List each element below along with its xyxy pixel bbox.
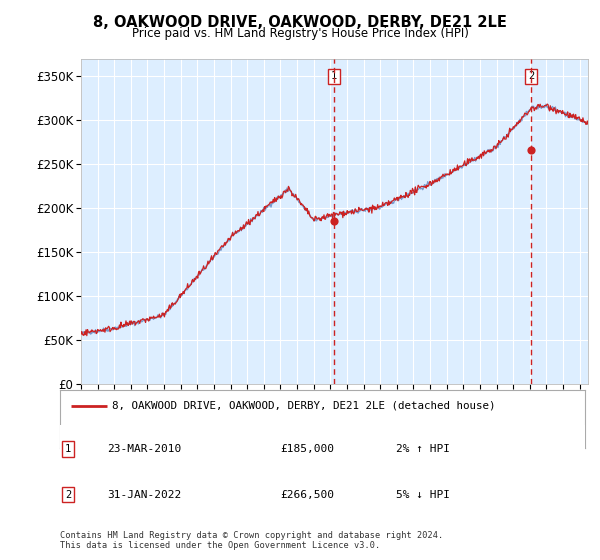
Point	[329, 217, 339, 226]
Text: £266,500: £266,500	[281, 490, 335, 500]
Text: 8, OAKWOOD DRIVE, OAKWOOD, DERBY, DE21 2LE: 8, OAKWOOD DRIVE, OAKWOOD, DERBY, DE21 2…	[93, 15, 507, 30]
Text: 31-JAN-2022: 31-JAN-2022	[107, 490, 182, 500]
Text: 2% ↑ HPI: 2% ↑ HPI	[396, 444, 450, 454]
Text: Price paid vs. HM Land Registry's House Price Index (HPI): Price paid vs. HM Land Registry's House …	[131, 27, 469, 40]
Text: Contains HM Land Registry data © Crown copyright and database right 2024.
This d: Contains HM Land Registry data © Crown c…	[60, 530, 443, 550]
Text: £185,000: £185,000	[281, 444, 335, 454]
Text: 2: 2	[528, 71, 534, 81]
Text: 23-MAR-2010: 23-MAR-2010	[107, 444, 182, 454]
Point	[526, 145, 536, 154]
Text: 1: 1	[65, 444, 71, 454]
Text: 2: 2	[65, 490, 71, 500]
Text: 8, OAKWOOD DRIVE, OAKWOOD, DERBY, DE21 2LE (detached house): 8, OAKWOOD DRIVE, OAKWOOD, DERBY, DE21 2…	[113, 400, 496, 410]
Text: HPI: Average price, detached house, City of Derby: HPI: Average price, detached house, City…	[113, 427, 431, 437]
Text: 1: 1	[331, 71, 337, 81]
Text: 5% ↓ HPI: 5% ↓ HPI	[396, 490, 450, 500]
